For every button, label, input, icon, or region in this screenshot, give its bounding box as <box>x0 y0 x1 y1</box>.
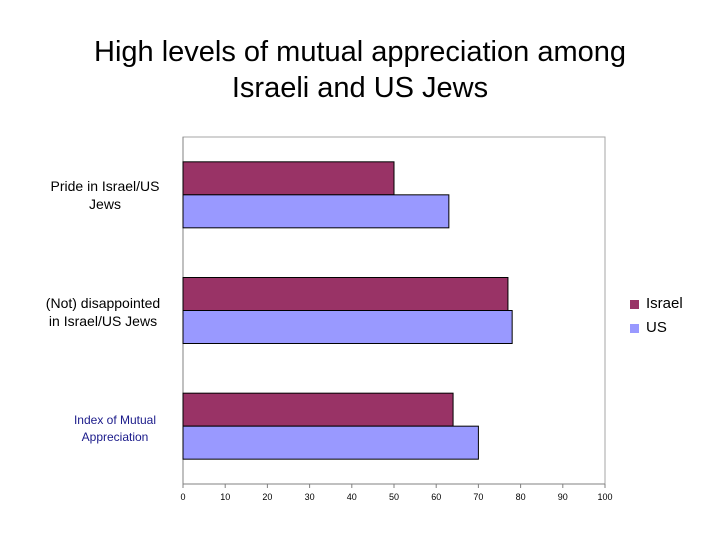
bar-us <box>182 310 513 344</box>
x-tick-label: 60 <box>431 492 441 502</box>
x-tick-label: 70 <box>473 492 483 502</box>
legend-label-us: US <box>646 319 667 336</box>
x-tick-label: 50 <box>389 492 399 502</box>
category-label-index: Index of Mutual Appreciation <box>40 412 190 446</box>
x-tick-label: 80 <box>516 492 526 502</box>
x-tick-label: 10 <box>220 492 230 502</box>
chart-title-line-1: High levels of mutual appreciation among <box>94 36 626 68</box>
legend-swatch-us <box>630 323 639 333</box>
x-tick-label: 30 <box>305 492 315 502</box>
x-tick-label: 90 <box>558 492 568 502</box>
category-label-not-disappointed-line-1: (Not) disappointed <box>45 295 161 311</box>
chart-title-line-2: Israeli and US Jews <box>231 72 489 104</box>
bar-israel <box>182 392 454 427</box>
category-label-pride: Pride in Israel/US Jews <box>20 177 190 213</box>
bar-us <box>182 425 479 460</box>
category-label-not-disappointed-line-2: in Israel/US Jews <box>48 313 158 329</box>
chart-title: High levels of mutual appreciation among… <box>0 34 720 106</box>
legend-item-us: US <box>630 316 683 340</box>
x-tick-label: 40 <box>347 492 357 502</box>
legend-label-israel: Israel <box>646 295 683 312</box>
bar-us <box>182 194 450 229</box>
category-label-not-disappointed: (Not) disappointed in Israel/US Jews <box>18 294 188 330</box>
legend-item-israel: Israel <box>630 292 683 316</box>
bar-israel <box>182 277 509 311</box>
category-label-pride-line-2: Jews <box>89 196 121 212</box>
legend-swatch-israel <box>630 299 639 309</box>
legend: Israel US <box>630 292 683 340</box>
category-label-index-line-2: Appreciation <box>81 430 149 444</box>
x-tick-label: 0 <box>180 492 185 502</box>
x-tick-label: 20 <box>262 492 272 502</box>
category-label-pride-line-1: Pride in Israel/US <box>50 178 160 194</box>
category-label-index-line-1: Index of Mutual <box>73 413 157 427</box>
x-tick-label: 100 <box>597 492 612 502</box>
bar-israel <box>182 161 395 196</box>
